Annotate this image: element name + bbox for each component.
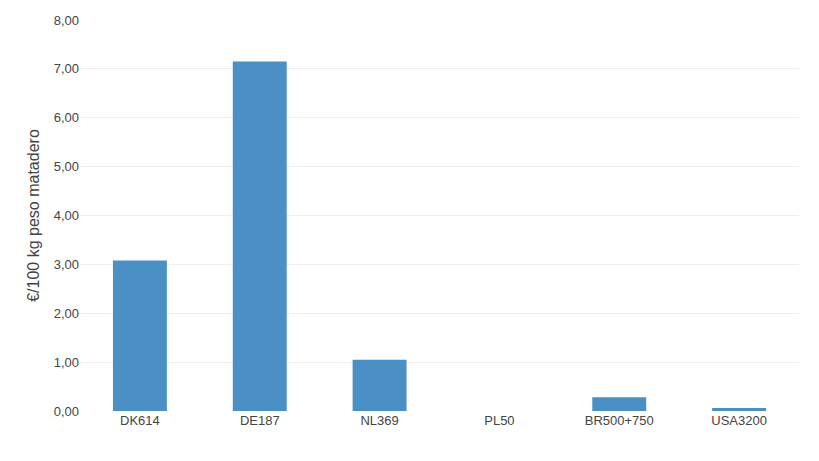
svg-text:BR500+750: BR500+750 xyxy=(585,413,654,428)
svg-text:NL369: NL369 xyxy=(360,413,398,428)
svg-text:DE187: DE187 xyxy=(240,413,280,428)
svg-text:DK614: DK614 xyxy=(120,413,160,428)
svg-text:0,00: 0,00 xyxy=(54,404,79,419)
svg-text:6,00: 6,00 xyxy=(54,110,79,125)
svg-text:USA3200: USA3200 xyxy=(711,413,767,428)
svg-text:1,00: 1,00 xyxy=(54,355,79,370)
svg-text:5,00: 5,00 xyxy=(54,159,79,174)
svg-text:3,00: 3,00 xyxy=(54,257,79,272)
svg-text:4,00: 4,00 xyxy=(54,208,79,223)
svg-text:PL50: PL50 xyxy=(484,413,514,428)
svg-text:2,00: 2,00 xyxy=(54,306,79,321)
svg-text:7,00: 7,00 xyxy=(54,61,79,76)
svg-text:8,00: 8,00 xyxy=(54,13,79,28)
svg-text:€/100 kg peso matadero: €/100 kg peso matadero xyxy=(25,129,42,302)
